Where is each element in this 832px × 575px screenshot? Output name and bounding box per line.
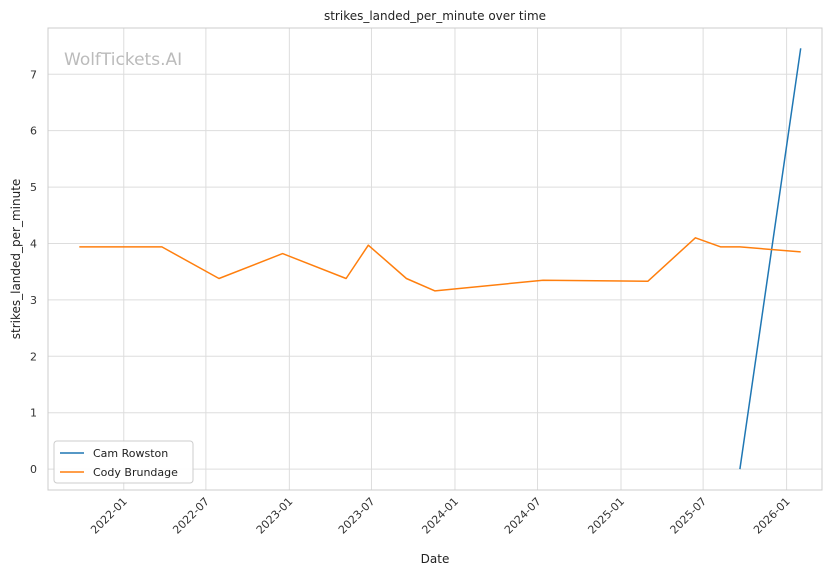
- y-tick-label: 4: [30, 237, 37, 250]
- y-tick-label: 0: [30, 463, 37, 476]
- y-tick-label: 5: [30, 181, 37, 194]
- plot-frame: [47, 27, 823, 491]
- grid-lines: [48, 28, 822, 490]
- y-tick-label: 6: [30, 125, 37, 138]
- chart-title: strikes_landed_per_minute over time: [324, 9, 546, 23]
- y-tick-label: 7: [30, 68, 37, 81]
- y-axis-label: strikes_landed_per_minute: [9, 179, 23, 340]
- legend: Cam Rowston Cody Brundage: [53, 440, 194, 484]
- legend-label: Cody Brundage: [93, 466, 178, 479]
- x-axis-label: Date: [421, 552, 450, 566]
- watermark: WolfTickets.AI: [64, 50, 182, 70]
- series-line-cam-rowston: [739, 48, 802, 470]
- y-tick-label: 1: [30, 407, 37, 420]
- legend-label: Cam Rowston: [93, 447, 168, 460]
- legend-box: [53, 440, 194, 484]
- y-tick-label: 2: [30, 350, 37, 363]
- y-axis-ticks: 0 1 2 3 4 5 6 7: [30, 68, 37, 476]
- series-line-cody-brundage: [79, 237, 801, 292]
- series-layer: [79, 48, 802, 470]
- y-tick-label: 3: [30, 294, 37, 307]
